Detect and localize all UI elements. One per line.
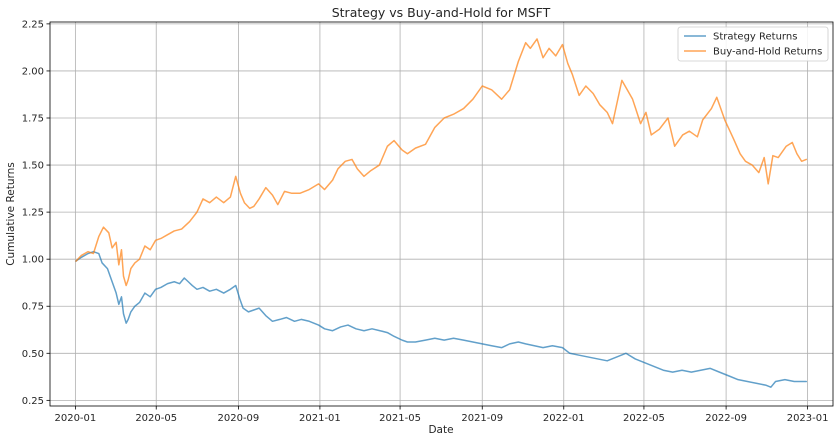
y-tick-label: 0.75 bbox=[22, 302, 44, 313]
y-tick-label: 1.50 bbox=[22, 161, 44, 172]
plot-frame bbox=[49, 21, 834, 407]
y-axis: 0.25 0.50 0.75 1.00 1.25 1.50 1.75 2.00 2.25 bbox=[22, 19, 50, 407]
x-axis-label: Date bbox=[428, 424, 453, 436]
x-tick-label: 2020-01 bbox=[54, 413, 96, 424]
x-tick-label: 2021-09 bbox=[461, 413, 503, 424]
x-tick-label: 2021-05 bbox=[379, 413, 421, 424]
x-tick-label: 2023-01 bbox=[787, 413, 829, 424]
y-tick-label: 2.25 bbox=[22, 19, 44, 30]
legend-label-strategy: Strategy Returns bbox=[713, 32, 797, 43]
legend-box bbox=[677, 26, 829, 62]
x-axis: 2020-01 2020-05 2020-09 2021-01 2021-05 2021-… bbox=[54, 406, 829, 424]
y-tick-label: 0.50 bbox=[22, 349, 44, 360]
series-line-strategy bbox=[75, 250, 808, 388]
x-tick-label: 2022-01 bbox=[543, 413, 585, 424]
legend: Strategy Returns Buy-and-Hold Returns bbox=[677, 26, 829, 62]
chart-title: Strategy vs Buy-and-Hold for MSFT bbox=[332, 5, 551, 20]
series-line-buy-and-hold bbox=[75, 38, 808, 287]
x-tick-label: 2022-05 bbox=[623, 413, 665, 424]
x-tick-label: 2020-09 bbox=[218, 413, 260, 424]
y-tick-label: 2.00 bbox=[22, 66, 44, 77]
y-axis-label: Cumulative Returns bbox=[5, 162, 17, 266]
y-tick-label: 1.75 bbox=[22, 114, 44, 125]
series-layer bbox=[75, 38, 808, 388]
y-tick-label: 1.25 bbox=[22, 208, 44, 219]
x-tick-label: 2021-01 bbox=[299, 413, 341, 424]
x-tick-label: 2022-09 bbox=[705, 413, 747, 424]
legend-label-buy-and-hold: Buy-and-Hold Returns bbox=[713, 47, 822, 58]
x-tick-label: 2020-05 bbox=[135, 413, 177, 424]
y-tick-label: 0.25 bbox=[22, 396, 44, 407]
y-tick-label: 1.00 bbox=[22, 255, 44, 266]
